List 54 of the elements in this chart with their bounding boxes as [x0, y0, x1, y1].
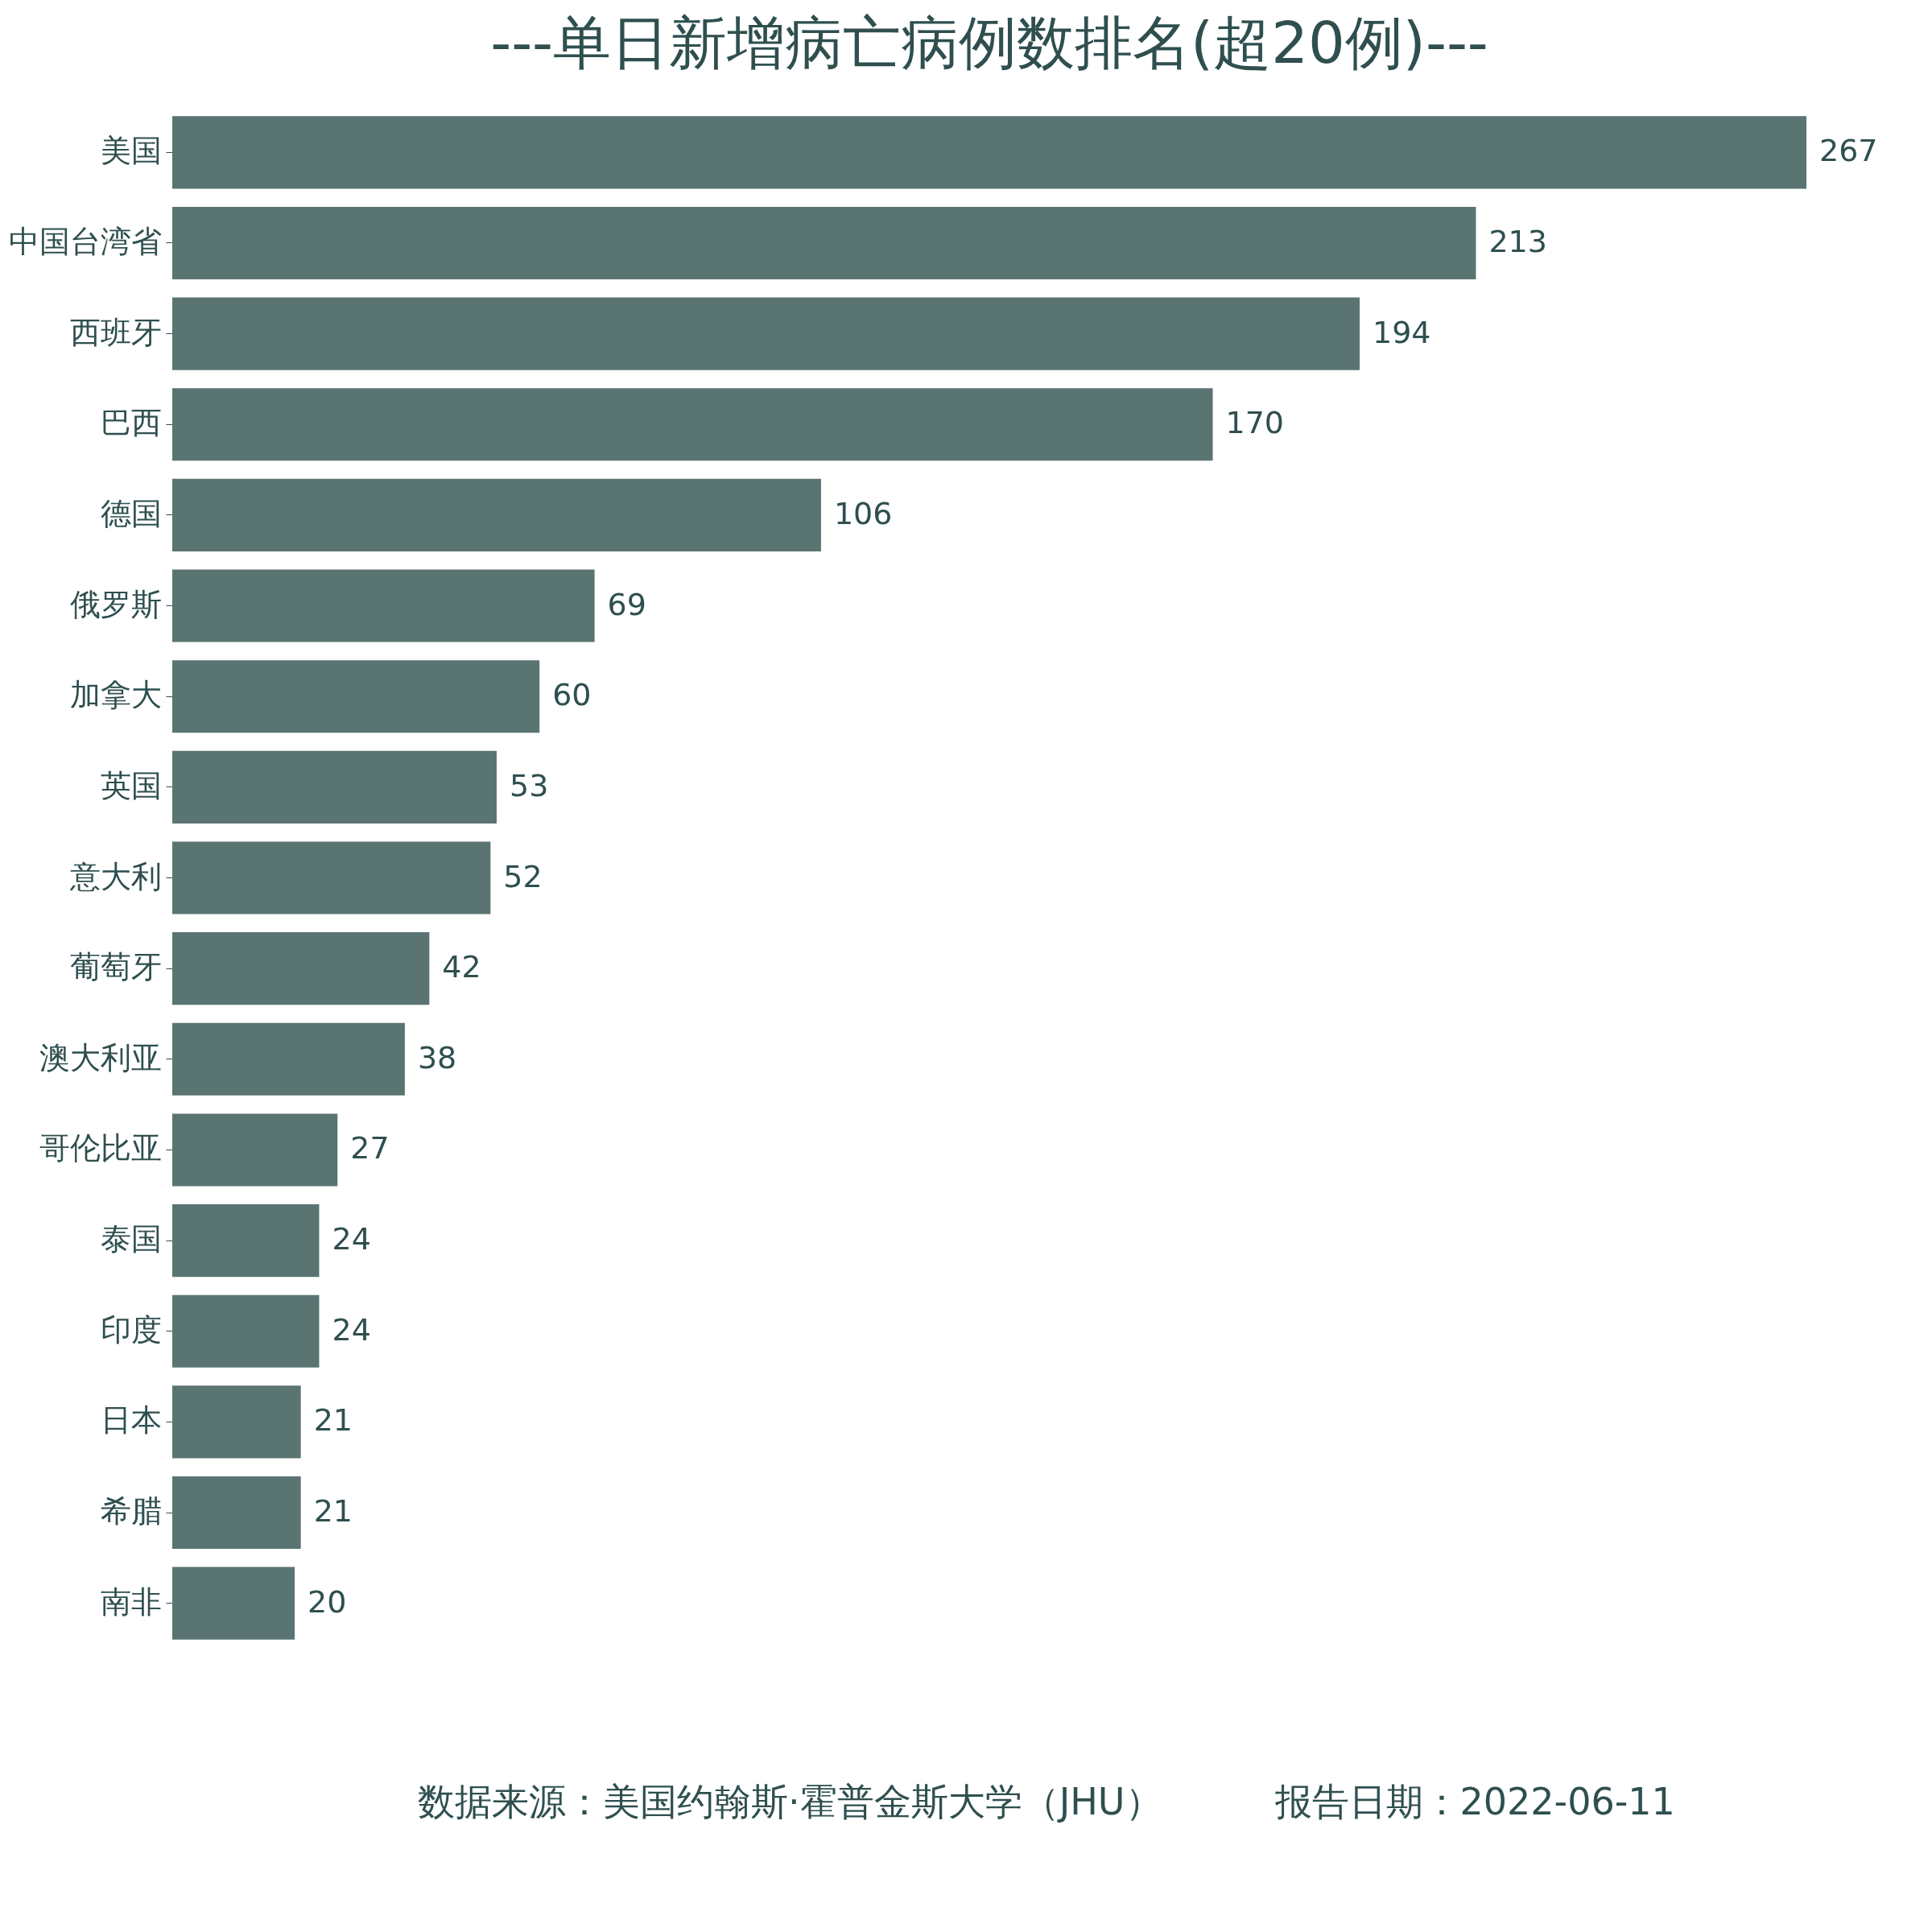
bar [172, 1476, 301, 1550]
data-label: 194 [1372, 314, 1431, 350]
bar [172, 1567, 295, 1640]
data-label: 69 [607, 586, 646, 622]
y-tick-label: 泰国 [100, 1221, 162, 1257]
data-label: 20 [308, 1583, 347, 1620]
bar [172, 1113, 338, 1187]
data-label: 53 [509, 767, 549, 803]
bar [172, 478, 821, 551]
y-tick-label: 西班牙 [69, 314, 162, 350]
y-tick-label: 巴西 [100, 405, 162, 441]
y-tick-label: 澳大利亚 [39, 1039, 162, 1075]
y-tick-label: 希腊 [100, 1493, 162, 1530]
data-label: 267 [1819, 133, 1878, 169]
y-tick-label: 俄罗斯 [69, 586, 162, 622]
bar [172, 660, 540, 733]
y-tick-label: 加拿大 [69, 677, 162, 713]
bar [172, 206, 1476, 280]
y-tick-label: 德国 [100, 495, 162, 531]
y-tick-label: 意大利 [68, 858, 162, 894]
data-label: 24 [332, 1311, 371, 1348]
y-tick-label: 日本 [100, 1402, 162, 1439]
text: 报告日期：2022-06-11 [1274, 1779, 1675, 1825]
data-label: 170 [1225, 405, 1285, 441]
bar [172, 569, 595, 642]
y-tick-label: 中国台湾省 [8, 223, 162, 259]
y-tick-label: 葡萄牙 [69, 949, 162, 985]
data-label: 27 [350, 1130, 390, 1166]
bar [172, 932, 430, 1005]
bar [172, 1385, 301, 1459]
bar [172, 1022, 405, 1096]
data-label: 52 [503, 858, 543, 894]
bar [172, 750, 497, 824]
bar [172, 841, 491, 914]
bar [172, 1294, 320, 1368]
y-tick-label: 英国 [100, 767, 162, 803]
data-label: 60 [552, 677, 592, 713]
data-label: 106 [833, 495, 893, 531]
data-label: 21 [313, 1402, 353, 1439]
bar [172, 297, 1360, 370]
data-label: 38 [417, 1039, 457, 1075]
y-tick-label: 美国 [100, 133, 162, 169]
data-label: 42 [442, 949, 481, 985]
bar [172, 116, 1806, 189]
bar [172, 1204, 320, 1278]
data-label: 213 [1488, 223, 1547, 259]
chart-title: ---单日新增病亡病例数排名(超20例)--- [490, 9, 1488, 76]
data-label: 24 [332, 1221, 371, 1257]
bar [172, 388, 1213, 461]
y-tick-label: 印度 [100, 1311, 162, 1348]
y-tick-label: 哥伦比亚 [39, 1130, 162, 1166]
y-tick-label: 南非 [100, 1583, 162, 1620]
source-note: 数据来源：美国约翰斯·霍普金斯大学（JHU） [418, 1779, 1162, 1825]
data-label: 21 [313, 1493, 353, 1530]
